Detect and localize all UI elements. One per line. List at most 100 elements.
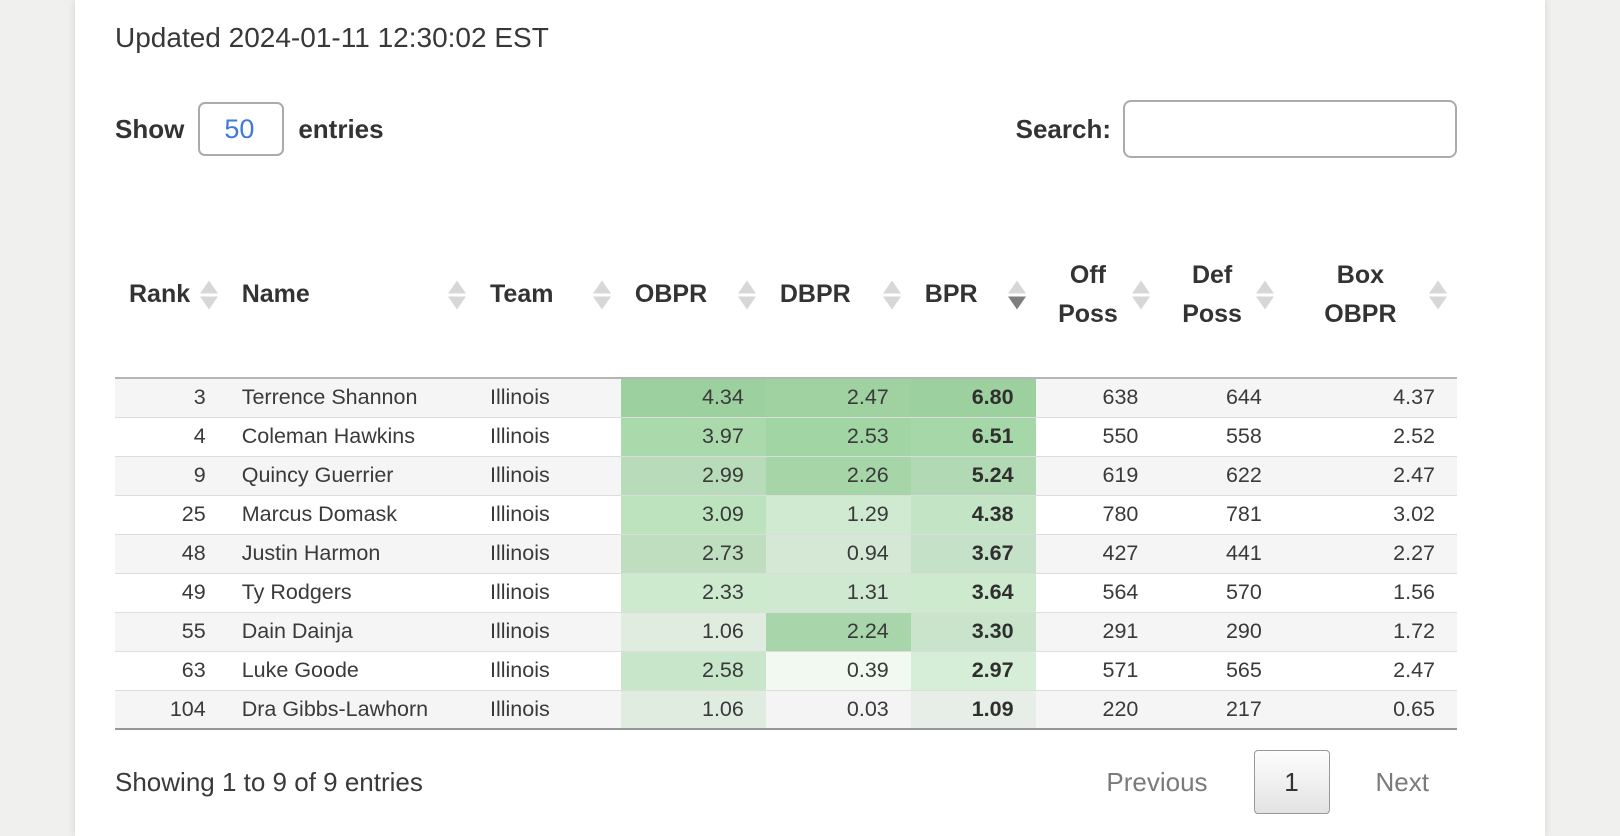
cell-box-obpr: 3.02 (1283, 495, 1457, 535)
entries-label: entries (298, 113, 384, 144)
sort-indicator-icon (199, 280, 218, 309)
cell-rank: 3 (115, 378, 228, 418)
cell-rank: 48 (115, 534, 228, 574)
cell-name: Justin Harmon (227, 534, 476, 574)
sort-indicator-icon (1429, 280, 1447, 309)
cell-off-poss: 780 (1035, 495, 1161, 535)
cell-box-obpr: 2.27 (1283, 534, 1457, 574)
cell-rank: 104 (115, 690, 228, 730)
cell-def-poss: 441 (1160, 534, 1284, 574)
cell-off-poss: 291 (1035, 612, 1161, 652)
cell-team: Illinois (476, 495, 621, 535)
cell-bpr: 6.51 (910, 417, 1036, 457)
column-header-obpr[interactable]: OBPR (620, 212, 766, 379)
table-row: 3 Terrence Shannon Illinois 4.34 2.47 6.80 638… (115, 378, 1457, 418)
column-header-rank[interactable]: Rank (115, 212, 228, 379)
pagination-next[interactable]: Next (1375, 766, 1429, 797)
table-row: 25 Marcus Domask Illinois 3.09 1.29 4.38 780 78… (115, 495, 1457, 535)
column-header-off-poss[interactable]: Off Poss (1035, 212, 1161, 379)
cell-name: Dra Gibbs-Lawhorn (227, 690, 476, 730)
show-label: Show (115, 113, 185, 144)
cell-team: Illinois (476, 690, 621, 730)
cell-def-poss: 570 (1160, 573, 1284, 613)
cell-name: Terrence Shannon (227, 378, 476, 418)
cell-bpr: 1.09 (910, 690, 1036, 730)
cell-obpr: 2.33 (620, 573, 766, 613)
cell-name: Quincy Guerrier (227, 456, 476, 496)
sort-indicator-icon (592, 280, 611, 309)
column-header-def-poss[interactable]: Def Poss (1160, 212, 1284, 379)
cell-rank: 4 (115, 417, 228, 457)
column-header-box-obpr[interactable]: Box OBPR (1283, 212, 1457, 379)
search-input[interactable] (1123, 100, 1457, 158)
table-row: 63 Luke Goode Illinois 2.58 0.39 2.97 571 565 2.… (115, 651, 1457, 691)
cell-def-poss: 644 (1160, 378, 1284, 418)
cell-obpr: 1.06 (620, 690, 766, 730)
cell-off-poss: 427 (1035, 534, 1161, 574)
sort-indicator-icon (737, 280, 756, 309)
column-label: Off Poss (1058, 260, 1118, 328)
column-header-dbpr[interactable]: DBPR (765, 212, 911, 379)
cell-off-poss: 550 (1035, 417, 1161, 457)
sort-indicator-icon (1255, 280, 1274, 309)
cell-box-obpr: 2.52 (1283, 417, 1457, 457)
column-header-name[interactable]: Name (227, 212, 476, 379)
search-control: Search: (1016, 100, 1457, 158)
cell-box-obpr: 1.56 (1283, 573, 1457, 613)
table-row: 55 Dain Dainja Illinois 1.06 2.24 3.30 291 290 1… (115, 612, 1457, 652)
table-row: 104 Dra Gibbs-Lawhorn Illinois 1.06 0.03 1.09… (115, 690, 1457, 730)
cell-team: Illinois (476, 651, 621, 691)
cell-dbpr: 2.24 (765, 612, 911, 652)
cell-team: Illinois (476, 534, 621, 574)
cell-box-obpr: 2.47 (1283, 456, 1457, 496)
cell-bpr: 3.30 (910, 612, 1036, 652)
entries-count-input[interactable] (198, 102, 285, 156)
column-header-team[interactable]: Team (476, 212, 621, 379)
cell-dbpr: 0.39 (765, 651, 911, 691)
cell-rank: 55 (115, 612, 228, 652)
showing-entries-status: Showing 1 to 9 of 9 entries (115, 766, 423, 797)
cell-obpr: 2.73 (620, 534, 766, 574)
cell-dbpr: 2.47 (765, 378, 911, 418)
cell-bpr: 2.97 (910, 651, 1036, 691)
table-row: 49 Ty Rodgers Illinois 2.33 1.31 3.64 564 570 1.… (115, 573, 1457, 613)
cell-team: Illinois (476, 573, 621, 613)
column-label: DBPR (779, 280, 851, 308)
sort-indicator-icon (448, 280, 466, 309)
cell-dbpr: 1.31 (765, 573, 911, 613)
cell-box-obpr: 4.37 (1283, 378, 1457, 418)
pagination-current-page[interactable]: 1 (1253, 750, 1330, 814)
cell-def-poss: 217 (1160, 690, 1284, 730)
cell-def-poss: 622 (1160, 456, 1284, 496)
column-label: Team (490, 280, 554, 308)
column-label: OBPR (634, 280, 708, 308)
pagination-previous[interactable]: Previous (1106, 766, 1208, 797)
players-table: Rank Name Team OBPR DBPR BPR Off Poss Def Poss B… (115, 212, 1457, 730)
cell-bpr: 6.80 (910, 378, 1036, 418)
cell-name: Ty Rodgers (227, 573, 476, 613)
column-label: Rank (129, 280, 191, 308)
cell-dbpr: 0.03 (765, 690, 911, 730)
sort-indicator-icon (882, 280, 901, 309)
cell-name: Coleman Hawkins (227, 417, 476, 457)
cell-off-poss: 619 (1035, 456, 1161, 496)
cell-obpr: 4.34 (620, 378, 766, 418)
cell-def-poss: 558 (1160, 417, 1284, 457)
table-row: 48 Justin Harmon Illinois 2.73 0.94 3.67 427 44… (115, 534, 1457, 574)
cell-obpr: 2.58 (620, 651, 766, 691)
column-header-bpr[interactable]: BPR (910, 212, 1036, 379)
cell-box-obpr: 1.72 (1283, 612, 1457, 652)
table-controls: Show entries Search: (115, 100, 1457, 158)
cell-obpr: 1.06 (620, 612, 766, 652)
show-entries-control: Show entries (115, 102, 384, 156)
cell-def-poss: 290 (1160, 612, 1284, 652)
cell-rank: 9 (115, 456, 228, 496)
cell-obpr: 2.99 (620, 456, 766, 496)
cell-team: Illinois (476, 456, 621, 496)
column-label: Name (241, 280, 310, 308)
header-row: Rank Name Team OBPR DBPR BPR Off Poss Def Poss B… (115, 212, 1457, 379)
cell-dbpr: 2.53 (765, 417, 911, 457)
cell-rank: 49 (115, 573, 228, 613)
cell-name: Luke Goode (227, 651, 476, 691)
cell-box-obpr: 0.65 (1283, 690, 1457, 730)
